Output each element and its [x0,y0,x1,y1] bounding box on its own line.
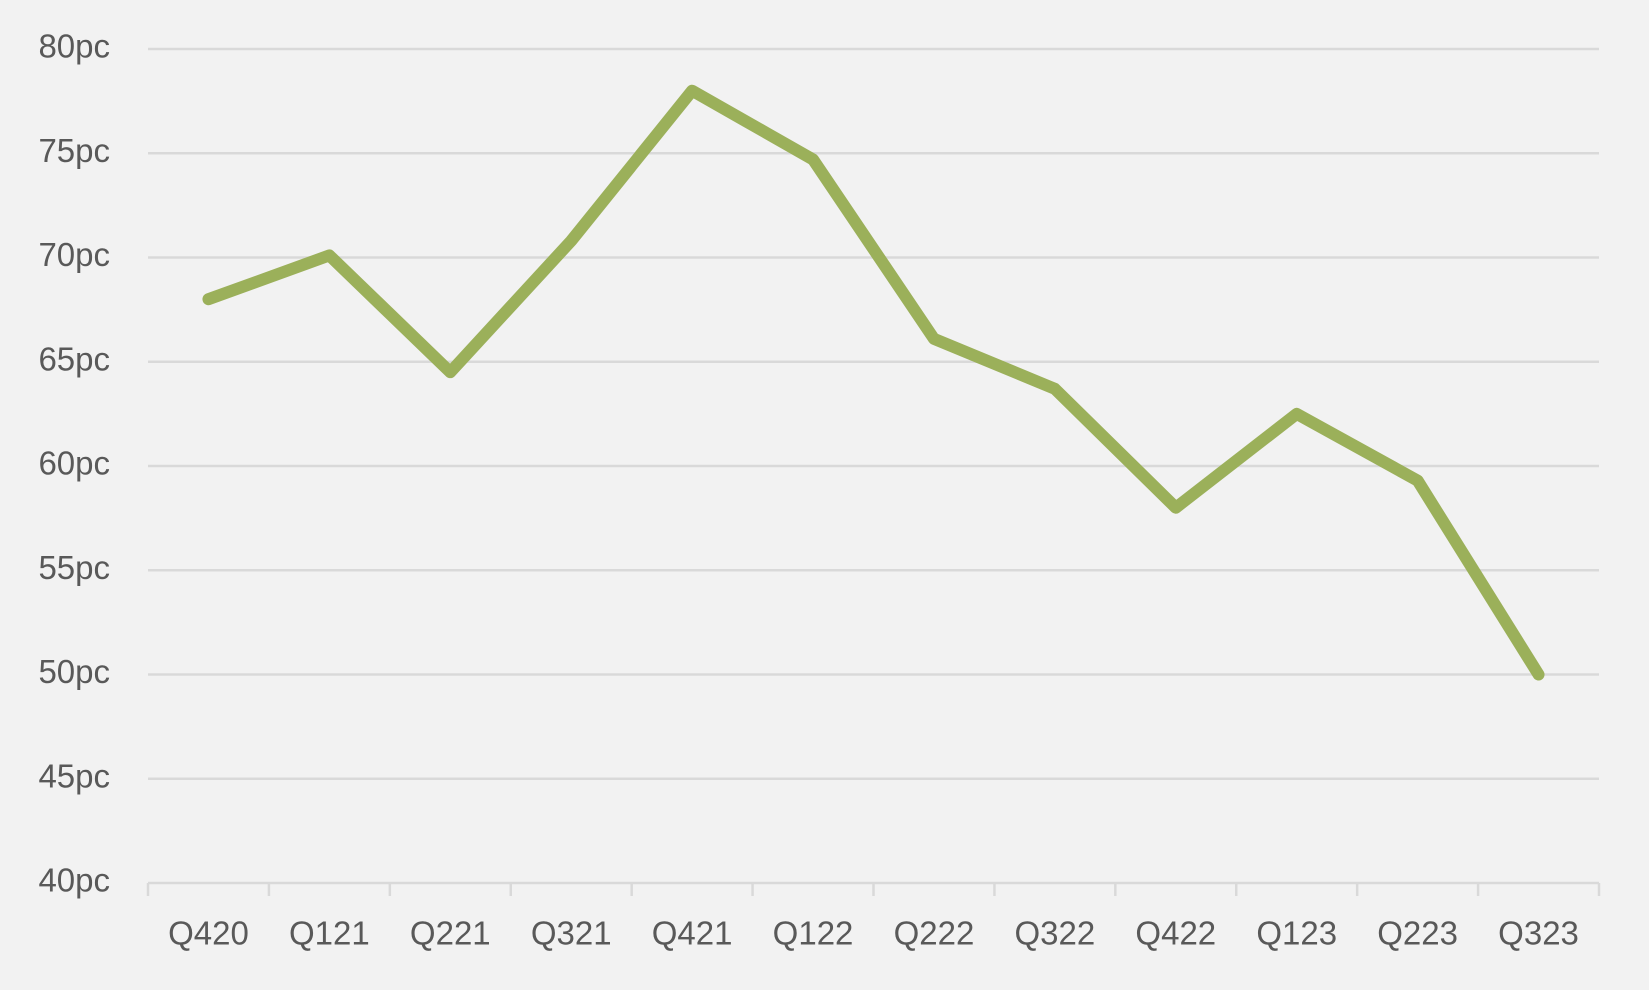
y-tick-label: 45pc [38,757,110,794]
y-tick-label: 55pc [38,549,110,586]
y-tick-label: 80pc [38,28,110,65]
line-series [202,84,1545,681]
x-tick-label: Q222 [894,915,975,952]
y-tick-label: 60pc [38,445,110,482]
x-tick-label: Q223 [1377,915,1458,952]
y-tick-label: 65pc [38,340,110,377]
x-tick-label: Q323 [1498,915,1579,952]
y-tick-label: 50pc [38,653,110,690]
y-tick-label: 70pc [38,236,110,273]
x-tick-label: Q221 [410,915,491,952]
y-tick-label: 75pc [38,132,110,169]
x-tick-label: Q322 [1015,915,1096,952]
x-tick-label: Q122 [773,915,854,952]
y-tick-label: 40pc [38,862,110,899]
x-tick-label: Q421 [652,915,733,952]
x-tick-label: Q121 [289,915,370,952]
x-tick-label: Q321 [531,915,612,952]
x-tick-label: Q420 [168,915,249,952]
x-tick-label: Q422 [1135,915,1216,952]
x-tick-label: Q123 [1256,915,1337,952]
